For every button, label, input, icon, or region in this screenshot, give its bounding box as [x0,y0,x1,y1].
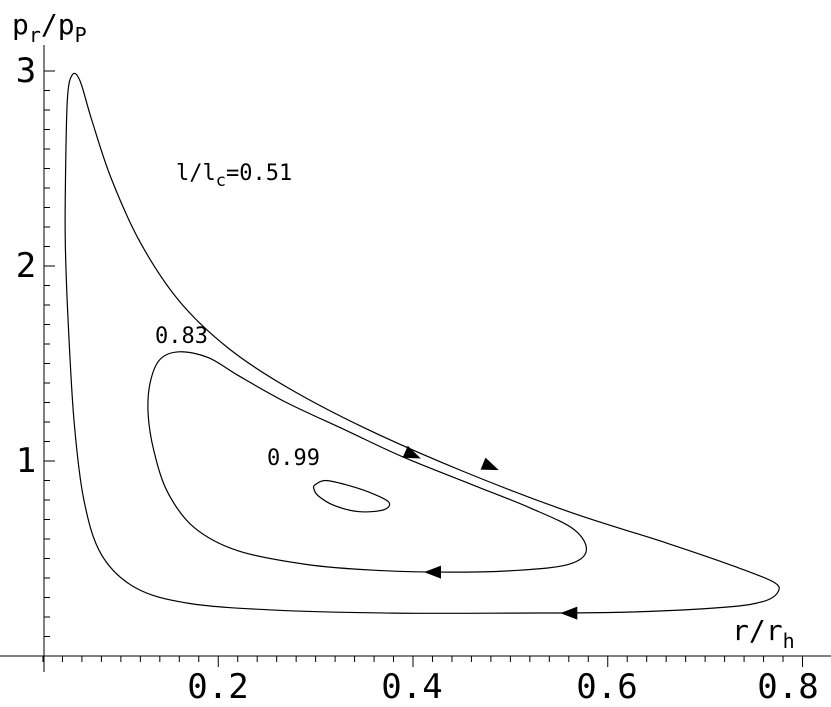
curve-2 [312,479,391,513]
label-inner: 0.99 [267,446,320,471]
x-tick-label-0.8: 0.8 [757,667,818,707]
x-tick-label-0.2: 0.2 [187,667,248,707]
label-middle: 0.83 [155,324,208,349]
arrows [402,445,578,620]
ticks [42,70,803,667]
curves [64,72,780,614]
x-axis-label: r/rh [732,614,795,653]
arrowhead-0-0 [480,457,499,471]
arrowhead-1-0 [402,445,421,459]
y-tick-label-3: 3 [16,51,36,91]
label-outer: l/lc=0.51 [176,161,292,191]
y-axis-label: pr/pP [12,8,87,47]
y-tick-label-1: 1 [16,441,36,481]
curve-0 [64,72,780,614]
x-tick-label-0.4: 0.4 [381,667,442,707]
curve-1 [147,351,588,573]
axes [0,45,831,672]
arrowhead-0-1 [560,606,578,620]
x-tick-label-0.6: 0.6 [576,667,637,707]
arrowhead-1-1 [424,565,441,579]
tick-labels: 0.2 0.4 0.6 0.8 1 2 3 [16,51,819,707]
y-tick-label-2: 2 [16,246,36,286]
